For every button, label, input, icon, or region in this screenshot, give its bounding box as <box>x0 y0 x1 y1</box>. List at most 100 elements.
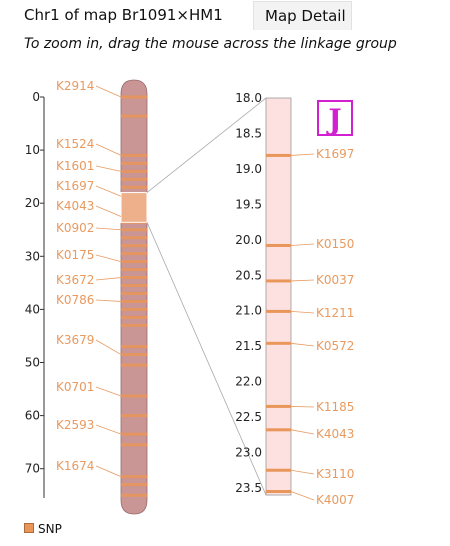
zoom-tick-label: 23.0 <box>235 446 262 460</box>
overview-marker-band <box>121 284 147 288</box>
overview-chromosome-body[interactable] <box>120 79 148 515</box>
overview-marker-band <box>121 169 147 173</box>
zoom-marker-band <box>266 243 291 247</box>
j-logo-frame <box>317 100 353 136</box>
zoom-marker-band <box>266 279 291 283</box>
overview-label-connector <box>95 227 122 231</box>
snp-legend-swatch <box>24 523 34 533</box>
overview-tick-label: 60 <box>25 409 40 423</box>
zoom-marker-label: K0572 <box>316 339 354 353</box>
zoom-tick-label: 19.5 <box>235 197 262 211</box>
zoom-axis-ticks: 18.0 18.5 19.0 19.5 20.0 20.5 21.0 21.5 22.0 22.5… <box>235 91 262 495</box>
overview-marker-label: K3679 <box>56 333 94 347</box>
overview-chromosome[interactable] <box>120 79 148 515</box>
overview-marker-band <box>121 185 147 189</box>
overview-label-connector <box>95 85 122 98</box>
overview-marker-band <box>121 493 147 497</box>
zoom-label-connector <box>290 491 315 501</box>
overview-label-connector <box>95 386 122 397</box>
zoom-marker-label: K0037 <box>316 273 354 287</box>
zoomed-chromosome[interactable] <box>265 97 292 496</box>
overview-marker-label: K1697 <box>56 179 94 193</box>
zoom-tick-label: 18.0 <box>235 91 262 105</box>
selection-region[interactable] <box>120 192 148 223</box>
overview-marker-labels: K2914 K1524 K1601 K1697 K4043 K0902 K0175 K3672… <box>56 79 122 478</box>
overview-tick-label: 30 <box>25 249 40 263</box>
zoom-label-connector <box>290 279 315 282</box>
overview-marker-band <box>121 315 147 319</box>
tab-map-detail[interactable]: Map Detail <box>253 1 352 30</box>
overview-marker-label: K1674 <box>56 459 94 473</box>
overview-label-connector <box>95 277 122 281</box>
zoom-label-connector <box>290 429 315 435</box>
zoom-marker-band <box>266 309 291 313</box>
overview-label-connector <box>95 339 122 355</box>
snp-legend-label: SNP <box>38 522 62 536</box>
overview-label-connector <box>95 143 122 156</box>
overview-marker-label: K2914 <box>56 79 94 93</box>
overview-marker-band <box>121 260 147 264</box>
overview-label-connector <box>95 254 122 262</box>
zoom-label-connector <box>290 406 315 408</box>
zoom-tick-label: 20.0 <box>235 233 262 247</box>
overview-marker-band <box>121 252 147 256</box>
overview-marker-label: K1601 <box>56 159 94 173</box>
overview-label-connector <box>95 165 122 172</box>
overview-marker-label: K2593 <box>56 418 94 432</box>
overview-tick-label: 40 <box>25 302 40 316</box>
overview-marker-label: K1524 <box>56 137 94 151</box>
zoom-label-connector <box>290 153 315 156</box>
overview-marker-band <box>121 177 147 181</box>
zoom-marker-band <box>266 153 291 157</box>
overview-marker-band <box>121 363 147 367</box>
zoom-marker-label: K4007 <box>316 493 354 507</box>
overview-marker-band <box>121 95 147 99</box>
zoom-marker-band <box>266 468 291 472</box>
zoom-marker-label: K3110 <box>316 467 354 481</box>
overview-tick-label: 20 <box>25 196 40 210</box>
overview-marker-band <box>121 483 147 487</box>
overview-marker-band <box>121 353 147 357</box>
overview-marker-label: K0701 <box>56 380 94 394</box>
zoom-markers: K1697 K0150 K0037 K1211 K0572 K1185 K4043 K3110… <box>266 147 354 507</box>
zoom-tick-label: 21.0 <box>235 304 262 318</box>
overview-label-connector <box>95 205 122 217</box>
overview-marker-band <box>121 153 147 157</box>
overview-marker-band <box>121 345 147 349</box>
overview-marker-label: K0902 <box>56 221 94 235</box>
overview-tick-label: 50 <box>25 356 40 370</box>
zoom-tick-label: 21.5 <box>235 339 262 353</box>
overview-marker-band <box>121 161 147 165</box>
zoom-label-connector <box>290 469 315 475</box>
zoom-label-connector <box>290 243 315 246</box>
zoom-connector-bottom <box>146 222 267 496</box>
zoom-tick-label: 23.5 <box>235 481 262 495</box>
page-title: Chr1 of map Br1091×HM1 <box>24 6 223 24</box>
zoom-marker-band <box>266 489 291 493</box>
overview-marker-band <box>121 307 147 311</box>
overview-marker-label: K3672 <box>56 273 94 287</box>
zoom-marker-band <box>266 341 291 345</box>
zoom-marker-label: K1697 <box>316 147 354 161</box>
j-logo: J <box>325 103 341 136</box>
overview-tick-label: 10 <box>25 143 40 157</box>
overview-marker-band <box>121 475 147 479</box>
zoom-marker-band <box>266 428 291 432</box>
overview-marker-band <box>121 114 147 118</box>
overview-axis-ticks: 0 10 20 30 40 50 60 70 <box>25 90 44 476</box>
zoom-tick-label: 22.5 <box>235 410 262 424</box>
overview-marker-band <box>121 236 147 240</box>
overview-marker-band <box>121 276 147 280</box>
overview-marker-label: K4043 <box>56 199 94 213</box>
overview-marker-band <box>121 414 147 418</box>
overview-label-connector <box>95 424 122 435</box>
overview-tick-label: 70 <box>25 462 40 476</box>
overview-label-connector <box>95 299 122 302</box>
zoom-label-connector <box>290 311 315 314</box>
zoom-marker-band <box>266 404 291 408</box>
overview-marker-band <box>121 291 147 295</box>
overview-marker-label: K0786 <box>56 293 94 307</box>
overview-marker-band <box>121 443 147 447</box>
zoom-marker-label: K1185 <box>316 400 354 414</box>
